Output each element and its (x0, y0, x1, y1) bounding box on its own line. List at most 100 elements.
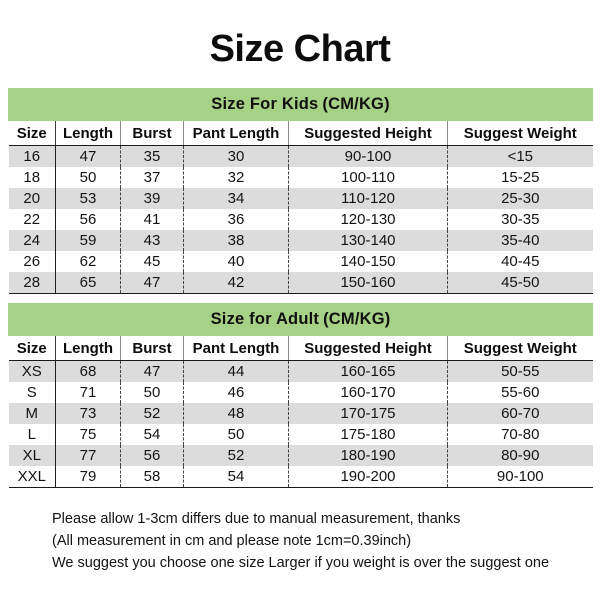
cell-suggest-weight: <15 (447, 145, 593, 167)
cell-length: 73 (55, 403, 121, 424)
adult-banner-title: Size for Adult (210, 310, 320, 328)
adult-banner-cell: Size for Adult (CM/KG) (7, 303, 594, 336)
cell-pant-length: 32 (183, 167, 289, 188)
cell-length: 68 (55, 360, 121, 382)
cell-pant-length: 38 (183, 230, 289, 251)
footer-notes: Please allow 1-3cm differs due to manual… (52, 508, 582, 574)
cell-size: 16 (8, 145, 56, 167)
kids-banner-row: Size For Kids (CM/KG) (7, 88, 594, 121)
cell-burst: 52 (120, 403, 184, 424)
cell-burst: 56 (120, 445, 184, 466)
cell-burst: 47 (120, 272, 184, 294)
cell-pant-length: 46 (183, 382, 289, 403)
cell-pant-length: 52 (183, 445, 289, 466)
kids-header-suggest-weight: Suggest Weight (447, 120, 593, 146)
cell-length: 75 (55, 424, 121, 445)
cell-suggest-weight: 40-45 (447, 251, 593, 272)
cell-length: 47 (55, 145, 121, 167)
cell-suggested-height: 175-180 (288, 424, 448, 445)
cell-suggested-height: 90-100 (288, 145, 448, 167)
adult-banner-unit: (CM/KG) (323, 310, 391, 328)
cell-suggested-height: 190-200 (288, 466, 448, 488)
adult-size-table: Size for Adult (CM/KG) Size Length Burst … (7, 303, 594, 488)
cell-length: 71 (55, 382, 121, 403)
kids-header-pant-length: Pant Length (183, 120, 289, 146)
table-row: S 71 50 46 160-170 55-60 (8, 382, 593, 403)
cell-suggested-height: 180-190 (288, 445, 448, 466)
table-row: XL 77 56 52 180-190 80-90 (8, 445, 593, 466)
adult-header-burst: Burst (120, 335, 184, 361)
adult-header-pant-length: Pant Length (183, 335, 289, 361)
cell-size: 20 (8, 188, 56, 209)
cell-burst: 43 (120, 230, 184, 251)
cell-size: 22 (8, 209, 56, 230)
cell-suggested-height: 160-165 (288, 360, 448, 382)
kids-header-size: Size (8, 120, 56, 146)
cell-pant-length: 34 (183, 188, 289, 209)
adult-header-size: Size (8, 335, 56, 361)
adult-header-suggest-weight: Suggest Weight (447, 335, 593, 361)
table-row: M 73 52 48 170-175 60-70 (8, 403, 593, 424)
table-row: 26 62 45 40 140-150 40-45 (8, 251, 593, 272)
cell-suggested-height: 100-110 (288, 167, 448, 188)
cell-size: 24 (8, 230, 56, 251)
cell-burst: 50 (120, 382, 184, 403)
adult-banner-row: Size for Adult (CM/KG) (7, 303, 594, 336)
cell-pant-length: 50 (183, 424, 289, 445)
kids-banner-title: Size For Kids (211, 95, 319, 113)
cell-size: M (8, 403, 56, 424)
page-title: Size Chart (209, 28, 391, 70)
table-row: 28 65 47 42 150-160 45-50 (8, 272, 593, 294)
cell-pant-length: 40 (183, 251, 289, 272)
cell-length: 56 (55, 209, 121, 230)
table-row: 22 56 41 36 120-130 30-35 (8, 209, 593, 230)
cell-length: 50 (55, 167, 121, 188)
note-line-3: We suggest you choose one size Larger if… (52, 555, 550, 571)
cell-burst: 47 (120, 360, 184, 382)
cell-burst: 37 (120, 167, 184, 188)
table-row: 18 50 37 32 100-110 15-25 (8, 167, 593, 188)
kids-banner-cell: Size For Kids (CM/KG) (7, 88, 594, 121)
cell-length: 59 (55, 230, 121, 251)
cell-size: XL (8, 445, 56, 466)
cell-suggested-height: 140-150 (288, 251, 448, 272)
cell-size: L (8, 424, 56, 445)
cell-length: 79 (55, 466, 121, 488)
cell-suggested-height: 170-175 (288, 403, 448, 424)
kids-header-row: Size Length Burst Pant Length Suggested … (8, 120, 593, 146)
cell-size: XS (8, 360, 56, 382)
kids-header-length: Length (55, 120, 121, 146)
cell-suggested-height: 130-140 (288, 230, 448, 251)
adult-header-suggested-height: Suggested Height (288, 335, 448, 361)
cell-suggest-weight: 25-30 (447, 188, 593, 209)
table-row: XS 68 47 44 160-165 50-55 (8, 360, 593, 382)
cell-suggest-weight: 45-50 (447, 272, 593, 294)
cell-size: 26 (8, 251, 56, 272)
cell-suggest-weight: 90-100 (447, 466, 593, 488)
cell-length: 65 (55, 272, 121, 294)
cell-suggest-weight: 55-60 (447, 382, 593, 403)
cell-pant-length: 36 (183, 209, 289, 230)
cell-burst: 45 (120, 251, 184, 272)
cell-suggested-height: 150-160 (288, 272, 448, 294)
cell-pant-length: 30 (183, 145, 289, 167)
cell-suggest-weight: 30-35 (447, 209, 593, 230)
table-row: XXL 79 58 54 190-200 90-100 (8, 466, 593, 488)
note-line-2: (All measurement in cm and please note 1… (52, 533, 412, 549)
cell-pant-length: 44 (183, 360, 289, 382)
cell-suggest-weight: 70-80 (447, 424, 593, 445)
cell-suggested-height: 110-120 (288, 188, 448, 209)
cell-suggest-weight: 80-90 (447, 445, 593, 466)
cell-suggest-weight: 50-55 (447, 360, 593, 382)
table-row: 20 53 39 34 110-120 25-30 (8, 188, 593, 209)
cell-pant-length: 48 (183, 403, 289, 424)
cell-suggested-height: 160-170 (288, 382, 448, 403)
kids-header-burst: Burst (120, 120, 184, 146)
cell-size: XXL (8, 466, 56, 488)
cell-burst: 54 (120, 424, 184, 445)
cell-size: 18 (8, 167, 56, 188)
table-row: 24 59 43 38 130-140 35-40 (8, 230, 593, 251)
kids-size-table: Size For Kids (CM/KG) Size Length Burst P… (7, 88, 594, 294)
cell-size: 28 (8, 272, 56, 294)
